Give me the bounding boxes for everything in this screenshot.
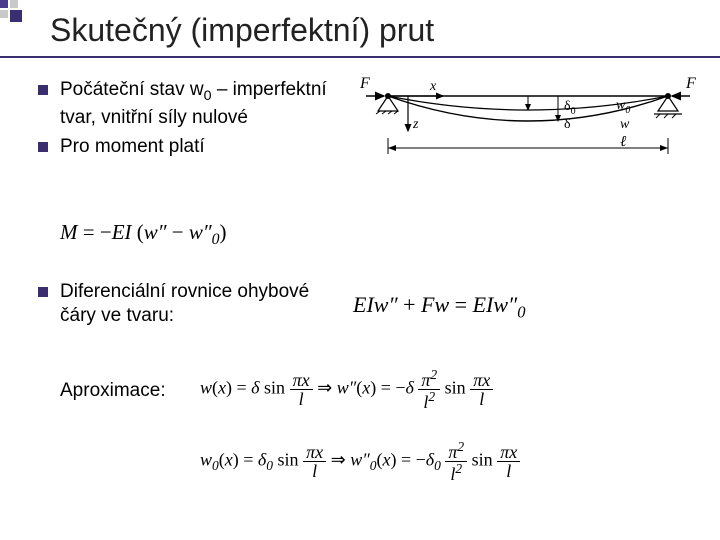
svg-text:z: z	[412, 117, 419, 132]
eq-wx: w(x) = δ sin πxl ⇒ w″(x) = −δ π2l2 sin π…	[200, 368, 493, 411]
svg-text:x: x	[429, 79, 437, 94]
bullet-3: Diferenciální rovnice ohybové čáry ve tv…	[38, 280, 338, 328]
svg-text:ℓ: ℓ	[620, 134, 626, 150]
svg-text:δ0: δ0	[564, 99, 576, 117]
svg-text:δ: δ	[564, 117, 571, 132]
bullet-icon	[38, 85, 48, 95]
bullet-2: Pro moment platí	[38, 135, 338, 159]
moment-equation: M = −EI (w″ − w″0)	[60, 220, 227, 249]
title-underline	[0, 56, 720, 58]
ode-equation: EIw″ + Fw = EIw″0	[353, 292, 525, 322]
bullet-2-text: Pro moment platí	[60, 135, 205, 159]
bullet-list-2: Diferenciální rovnice ohybové čáry ve tv…	[38, 280, 338, 334]
label-F-left: F	[359, 76, 370, 92]
svg-text:w0: w0	[616, 98, 630, 116]
bullet-1: Počáteční stav w0 – imperfektní tvar, vn…	[38, 78, 338, 129]
slide-title: Skutečný (imperfektní) prut	[50, 12, 434, 49]
bullet-icon	[38, 287, 48, 297]
bullet-list: Počáteční stav w0 – imperfektní tvar, vn…	[38, 78, 338, 165]
beam-diagram: F F x z δ0 δ w0 w ℓ	[358, 76, 698, 196]
bullet-icon	[38, 142, 48, 152]
eq-w0x: w0(x) = δ0 sin πxl ⇒ w″0(x) = −δ0 π2l2 s…	[200, 440, 520, 483]
bullet-1-text: Počáteční stav w0 – imperfektní tvar, vn…	[60, 78, 338, 129]
corner-decoration	[0, 0, 40, 30]
label-F-right: F	[685, 76, 696, 92]
bullet-3-text: Diferenciální rovnice ohybové čáry ve tv…	[60, 280, 338, 328]
approx-label: Aproximace:	[60, 380, 166, 402]
svg-text:w: w	[620, 117, 630, 132]
